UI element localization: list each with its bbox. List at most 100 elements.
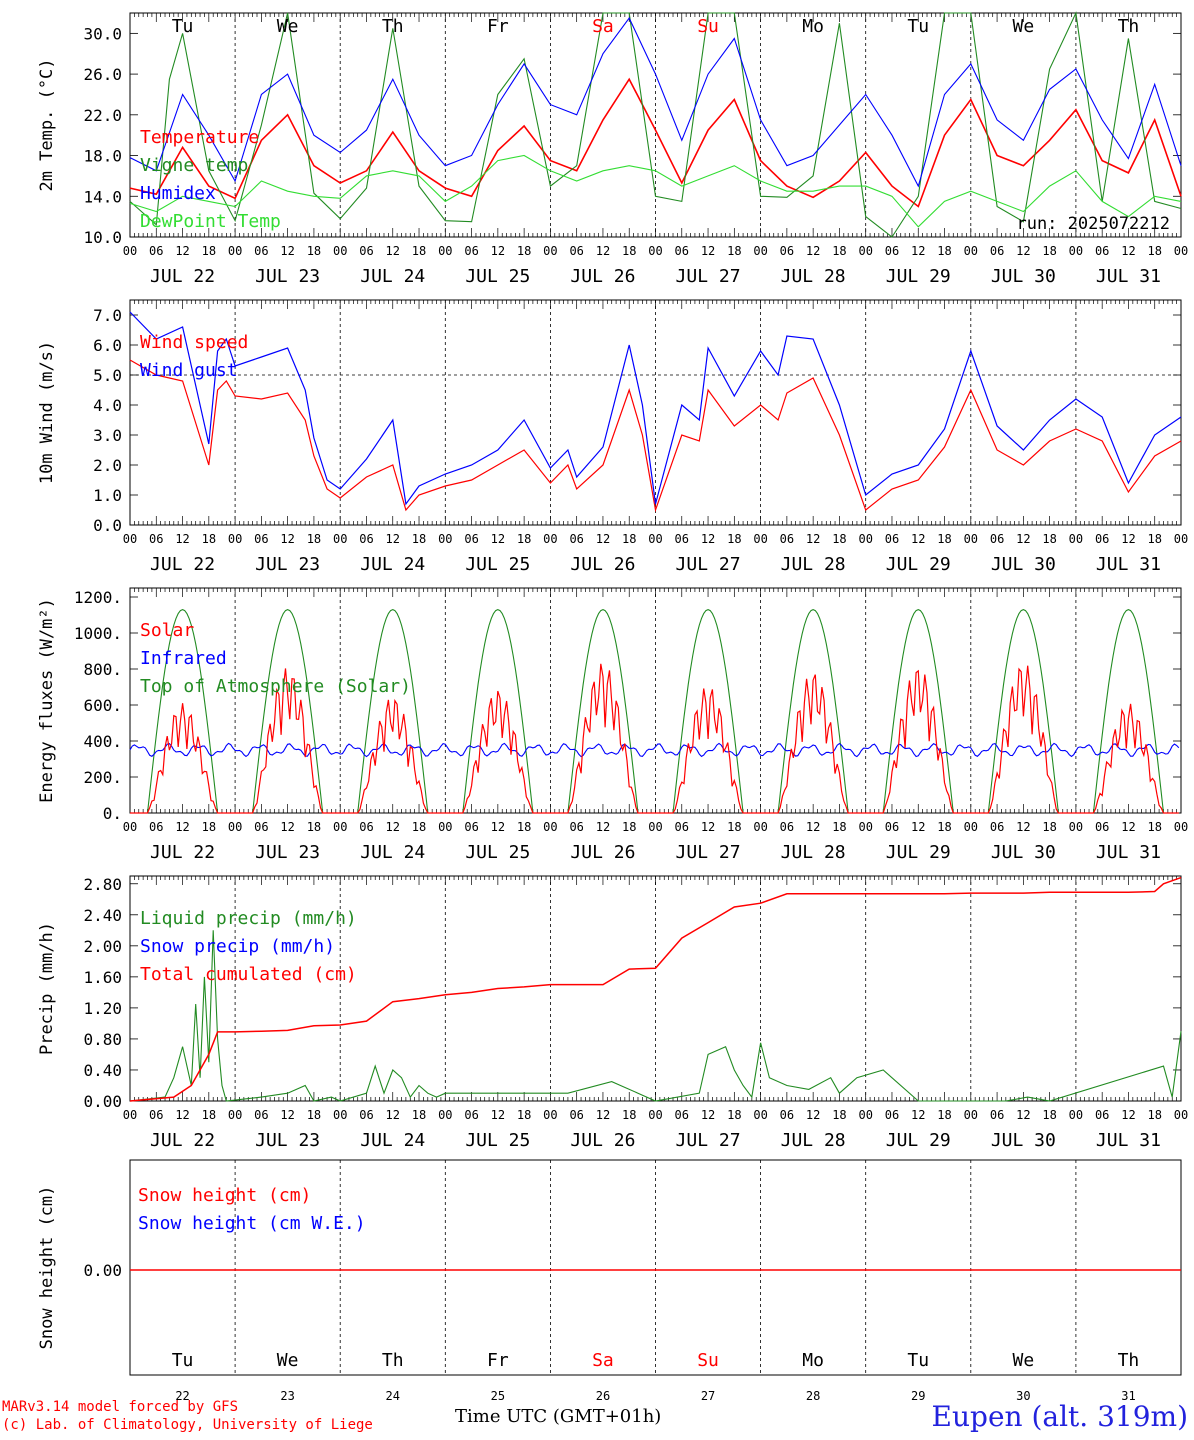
- date-label: JUL 22: [150, 554, 215, 575]
- y-tick-label: 22.0: [83, 106, 122, 125]
- legend-entry: Top of Atmosphere (Solar): [140, 676, 411, 697]
- x-tick-label: 00: [543, 1108, 557, 1122]
- x-tick-label: 12: [1016, 820, 1030, 834]
- x-tick-label: 06: [1095, 244, 1109, 258]
- legend-entry: Vigne temp: [140, 155, 248, 176]
- x-tick-label: 00: [333, 532, 347, 546]
- x-tick-label: 00: [543, 820, 557, 834]
- day-number-label: 22: [175, 1389, 189, 1403]
- x-tick-label: 06: [885, 820, 899, 834]
- x-tick-label: 06: [359, 820, 373, 834]
- date-label: JUL 30: [991, 842, 1056, 863]
- x-tick-label: 18: [202, 820, 216, 834]
- x-tick-label: 00: [123, 532, 137, 546]
- x-tick-label: 12: [280, 244, 294, 258]
- x-tick-label: 18: [517, 1108, 531, 1122]
- x-tick-label: 00: [648, 1108, 662, 1122]
- x-tick-label: 00: [333, 820, 347, 834]
- date-label: JUL 27: [676, 842, 741, 863]
- x-tick-label: 06: [1095, 820, 1109, 834]
- x-tick-label: 12: [806, 532, 820, 546]
- x-tick-label: 00: [123, 1108, 137, 1122]
- x-tick-label: 06: [569, 244, 583, 258]
- date-label: JUL 31: [1096, 842, 1161, 863]
- x-tick-label: 18: [727, 244, 741, 258]
- y-axis-title: Energy fluxes (W/m²): [37, 598, 57, 803]
- date-label: JUL 22: [150, 842, 215, 863]
- x-tick-label: 12: [175, 1108, 189, 1122]
- x-tick-label: 18: [1042, 532, 1056, 546]
- day-number-label: 31: [1121, 1389, 1135, 1403]
- x-tick-label: 06: [149, 244, 163, 258]
- x-tick-label: 18: [727, 820, 741, 834]
- y-tick-label: 0.0: [93, 516, 122, 535]
- date-label: JUL 31: [1096, 266, 1161, 287]
- x-tick-label: 06: [885, 244, 899, 258]
- y-tick-label: 200.: [83, 768, 122, 787]
- date-label: JUL 30: [991, 554, 1056, 575]
- x-tick-label: 00: [123, 244, 137, 258]
- x-tick-label: 06: [359, 532, 373, 546]
- weekday-label: We: [277, 16, 299, 37]
- x-tick-label: 12: [596, 244, 610, 258]
- x-tick-label: 18: [622, 244, 636, 258]
- weekday-label: Th: [1118, 16, 1140, 37]
- y-tick-label: 7.0: [93, 306, 122, 325]
- legend-entry: Temperature: [140, 127, 259, 148]
- y-tick-label: 400.: [83, 732, 122, 751]
- y-tick-label: 4.0: [93, 396, 122, 415]
- weekday-label: Tu: [907, 1350, 929, 1371]
- day-number-label: 27: [701, 1389, 715, 1403]
- x-tick-label: 18: [622, 820, 636, 834]
- x-tick-label: 12: [175, 820, 189, 834]
- weekday-label: Th: [382, 16, 404, 37]
- x-tick-label: 18: [412, 1108, 426, 1122]
- x-tick-label: 18: [1042, 244, 1056, 258]
- x-tick-label: 12: [911, 820, 925, 834]
- day-number-label: 23: [280, 1389, 294, 1403]
- x-tick-label: 06: [780, 820, 794, 834]
- x-tick-label: 18: [937, 244, 951, 258]
- y-axis-title: 2m Temp. (°C): [37, 58, 57, 191]
- date-label: JUL 27: [676, 554, 741, 575]
- x-tick-label: 06: [149, 1108, 163, 1122]
- x-tick-label: 18: [1147, 1108, 1161, 1122]
- legend-entry: Solar: [140, 620, 194, 641]
- y-tick-label: 1.20: [83, 999, 122, 1018]
- date-label: JUL 30: [991, 1130, 1056, 1151]
- weekday-label: We: [1013, 16, 1035, 37]
- x-tick-label: 06: [885, 1108, 899, 1122]
- x-tick-label: 06: [780, 244, 794, 258]
- x-tick-label: 06: [464, 532, 478, 546]
- x-tick-label: 12: [280, 1108, 294, 1122]
- y-tick-label: 1200.: [74, 588, 122, 607]
- x-tick-label: 18: [517, 532, 531, 546]
- x-tick-label: 06: [990, 244, 1004, 258]
- x-tick-label: 12: [911, 1108, 925, 1122]
- x-tick-label: 12: [175, 532, 189, 546]
- weekday-label: Sa: [592, 1350, 614, 1371]
- y-axis-title: 10m Wind (m/s): [37, 341, 57, 484]
- x-tick-label: 18: [622, 532, 636, 546]
- y-tick-label: 2.40: [83, 906, 122, 925]
- x-tick-label: 00: [648, 820, 662, 834]
- x-tick-label: 00: [123, 820, 137, 834]
- x-tick-label: 00: [438, 244, 452, 258]
- date-label: JUL 27: [676, 266, 741, 287]
- x-tick-label: 18: [517, 244, 531, 258]
- x-tick-label: 18: [307, 532, 321, 546]
- x-tick-label: 18: [937, 532, 951, 546]
- x-tick-label: 06: [990, 1108, 1004, 1122]
- x-tick-label: 06: [464, 1108, 478, 1122]
- y-tick-label: 0.80: [83, 1030, 122, 1049]
- legend-entry: Wind speed: [140, 332, 248, 353]
- y-tick-label: 2.80: [83, 875, 122, 894]
- x-tick-label: 06: [254, 244, 268, 258]
- y-tick-label: 14.0: [83, 187, 122, 206]
- x-tick-label: 06: [1095, 1108, 1109, 1122]
- date-label: JUL 25: [465, 554, 530, 575]
- date-label: JUL 29: [886, 842, 951, 863]
- x-tick-label: 00: [333, 1108, 347, 1122]
- y-tick-label: 0.00: [83, 1092, 122, 1111]
